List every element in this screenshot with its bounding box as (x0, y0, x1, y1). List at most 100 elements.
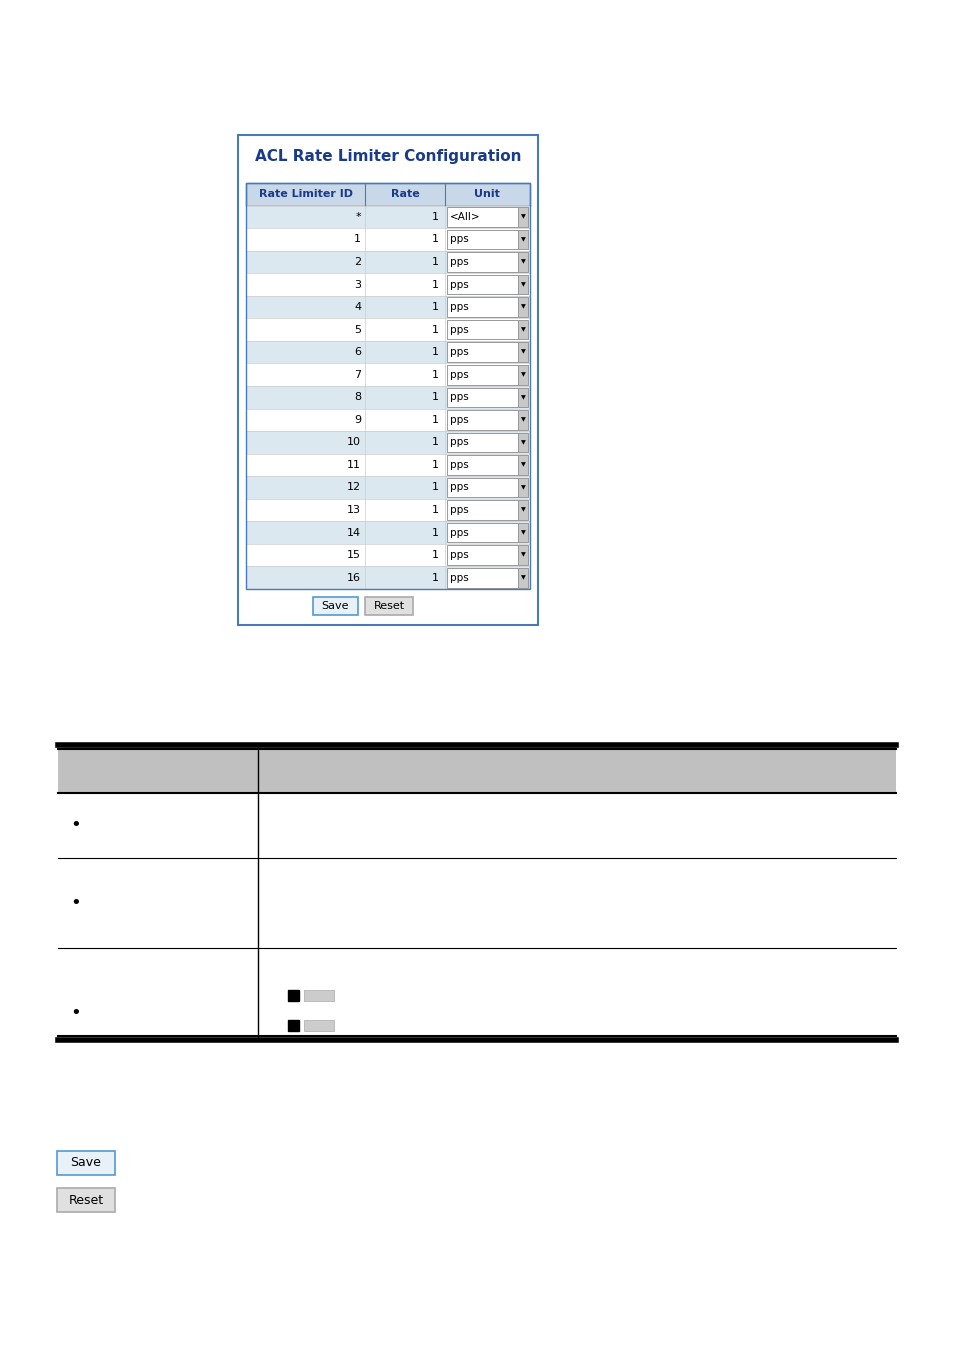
Bar (446, 501, 517, 520)
Bar (446, 252, 517, 271)
Text: 1: 1 (432, 505, 438, 516)
Bar (446, 230, 517, 250)
Text: 1: 1 (432, 256, 438, 267)
Text: *: * (355, 212, 361, 221)
Bar (246, 273, 530, 296)
Text: pps: pps (449, 460, 468, 470)
Text: 1: 1 (432, 370, 438, 379)
Text: 7: 7 (354, 370, 361, 379)
Text: 2: 2 (354, 256, 361, 267)
Bar (517, 455, 527, 475)
Bar (246, 454, 530, 477)
Bar (446, 320, 517, 339)
Bar (446, 522, 517, 543)
Bar (446, 455, 517, 475)
Bar (446, 274, 517, 294)
FancyBboxPatch shape (57, 1152, 115, 1174)
Bar (446, 364, 517, 385)
Text: Rate: Rate (391, 189, 419, 200)
Text: ▼: ▼ (520, 508, 525, 513)
Text: pps: pps (449, 302, 468, 312)
Text: 16: 16 (347, 572, 361, 583)
Text: 1: 1 (432, 528, 438, 537)
Bar (246, 498, 530, 521)
Text: 6: 6 (354, 347, 361, 358)
Text: •: • (70, 1004, 81, 1022)
Bar (304, 990, 334, 1000)
Bar (246, 251, 530, 273)
Text: ▼: ▼ (520, 531, 525, 535)
Bar (517, 387, 527, 408)
Text: <All>: <All> (449, 212, 480, 221)
Text: pps: pps (449, 414, 468, 425)
Text: ▼: ▼ (520, 394, 525, 400)
Bar (446, 297, 517, 317)
Text: ▼: ▼ (520, 485, 525, 490)
Bar (517, 432, 527, 452)
Bar (517, 364, 527, 385)
Text: 1: 1 (432, 572, 438, 583)
Text: ▼: ▼ (520, 327, 525, 332)
Bar (288, 990, 298, 1000)
Bar (446, 410, 517, 429)
Bar (517, 297, 527, 317)
Text: ▼: ▼ (520, 373, 525, 377)
Text: •: • (70, 894, 81, 913)
Bar (246, 296, 530, 319)
Text: ▼: ▼ (520, 463, 525, 467)
Bar (517, 274, 527, 294)
Text: pps: pps (449, 528, 468, 537)
Text: pps: pps (449, 505, 468, 516)
Text: 1: 1 (432, 551, 438, 560)
Bar (517, 320, 527, 339)
Text: ▼: ▼ (520, 417, 525, 423)
Text: 8: 8 (354, 393, 361, 402)
Text: 3: 3 (354, 279, 361, 289)
Bar (246, 386, 530, 409)
Text: pps: pps (449, 370, 468, 379)
Text: 9: 9 (354, 414, 361, 425)
Text: 13: 13 (347, 505, 361, 516)
Bar (446, 343, 517, 362)
FancyBboxPatch shape (57, 1188, 115, 1212)
Text: Unit: Unit (474, 189, 499, 200)
Text: ▼: ▼ (520, 575, 525, 580)
Text: 1: 1 (432, 212, 438, 221)
Text: ACL Rate Limiter Configuration: ACL Rate Limiter Configuration (254, 150, 520, 165)
Text: pps: pps (449, 393, 468, 402)
Text: 1: 1 (432, 279, 438, 289)
Bar (517, 410, 527, 429)
Text: pps: pps (449, 279, 468, 289)
Text: ▼: ▼ (520, 440, 525, 446)
Text: 1: 1 (432, 393, 438, 402)
Text: ▼: ▼ (520, 350, 525, 355)
Bar (246, 184, 530, 205)
Text: Save: Save (321, 601, 349, 612)
Bar (446, 478, 517, 497)
Text: ▼: ▼ (520, 552, 525, 558)
Bar (246, 409, 530, 431)
Bar (246, 184, 530, 589)
Bar (246, 567, 530, 589)
Text: 10: 10 (347, 437, 361, 447)
Text: pps: pps (449, 324, 468, 335)
Text: 12: 12 (347, 482, 361, 493)
Bar (446, 568, 517, 587)
Bar (237, 135, 537, 625)
Text: 1: 1 (432, 482, 438, 493)
Bar (246, 228, 530, 251)
Text: 4: 4 (354, 302, 361, 312)
Text: Save: Save (71, 1157, 101, 1169)
Bar (517, 568, 527, 587)
Bar (446, 545, 517, 564)
Text: pps: pps (449, 235, 468, 244)
Bar (246, 431, 530, 454)
Bar (517, 501, 527, 520)
Bar (446, 207, 517, 227)
Bar (58, 745, 895, 792)
Text: 1: 1 (432, 460, 438, 470)
Text: Reset: Reset (373, 601, 404, 612)
FancyBboxPatch shape (313, 597, 357, 616)
Text: •: • (70, 817, 81, 834)
Text: pps: pps (449, 551, 468, 560)
